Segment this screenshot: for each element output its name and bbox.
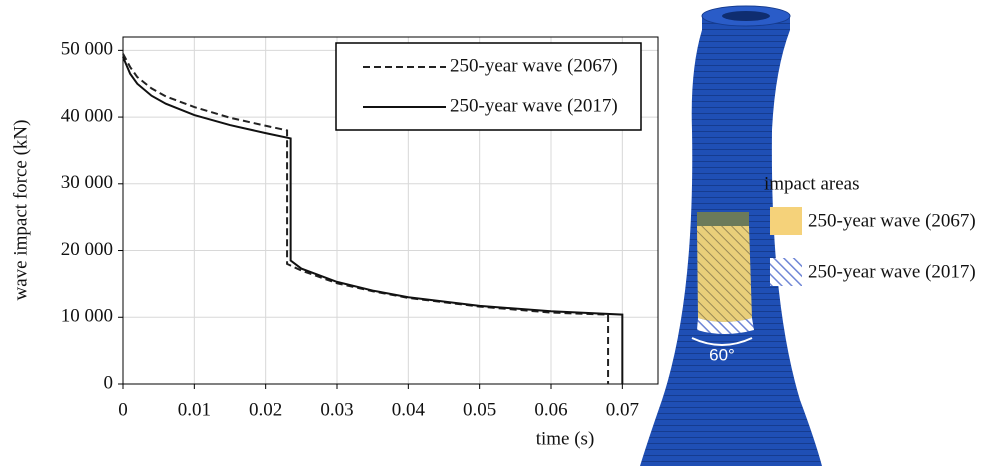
y-tick-label: 40 000 [61, 105, 113, 126]
area-label: 250-year wave (2017) [808, 261, 976, 282]
area-swatch [770, 207, 802, 235]
y-tick-label: 0 [104, 372, 114, 393]
x-tick-label: 0.04 [392, 399, 426, 420]
x-tick-label: 0.06 [534, 399, 567, 420]
y-tick-label: 30 000 [61, 172, 113, 193]
x-axis-title: time (s) [536, 428, 595, 449]
legend-label: 250-year wave (2017) [450, 95, 618, 116]
y-tick-label: 10 000 [61, 306, 113, 327]
x-tick-label: 0.05 [463, 399, 496, 420]
angle-label: 60° [709, 345, 735, 364]
legend-label: 250-year wave (2067) [450, 55, 618, 76]
series-line [122, 56, 624, 384]
plot-frame [122, 36, 659, 385]
x-tick-label: 0.03 [320, 399, 353, 420]
y-axis-title: wave impact force (kN) [10, 120, 31, 301]
areas-title: impact areas [764, 173, 859, 194]
x-tick-label: 0.02 [249, 399, 282, 420]
x-tick-label: 0 [118, 399, 128, 420]
y-tick-label: 20 000 [61, 239, 113, 260]
y-tick-label: 50 000 [61, 39, 113, 60]
legend-box [335, 42, 642, 131]
area-swatch [770, 258, 802, 286]
x-tick-label: 0.01 [178, 399, 211, 420]
area-label: 250-year wave (2067) [808, 210, 976, 231]
tower [640, 5, 822, 466]
x-tick-label: 0.07 [606, 399, 639, 420]
